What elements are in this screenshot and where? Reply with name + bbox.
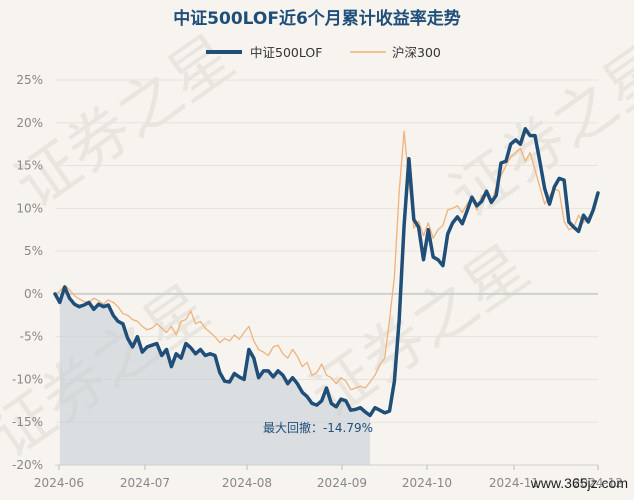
y-tick-label: 20% bbox=[16, 116, 43, 130]
x-tick-label: 2024-11 bbox=[489, 476, 539, 490]
y-tick-label: 0% bbox=[24, 287, 43, 301]
y-tick-label: -10% bbox=[12, 372, 43, 386]
legend-label-series-1: 中证500LOF bbox=[250, 45, 322, 60]
y-tick-label: -20% bbox=[12, 458, 43, 472]
legend-label-series-2: 沪深300 bbox=[392, 45, 441, 60]
drawdown-fill bbox=[59, 287, 371, 465]
x-tick-label: 2024-09 bbox=[317, 476, 367, 490]
x-tick-label: 2024-10 bbox=[402, 476, 452, 490]
watermark-text-3: 证券之星 bbox=[297, 230, 542, 432]
site-watermark: www.365jz.com bbox=[530, 475, 628, 491]
chart-title: 中证500LOF近6个月累计收益率走势 bbox=[173, 8, 461, 29]
legend: 中证500LOF 沪深300 bbox=[206, 45, 441, 60]
drawdown-area bbox=[59, 287, 371, 465]
x-tick-label: 2024-07 bbox=[120, 476, 170, 490]
watermark-text-4: 证券之星 bbox=[437, 30, 634, 232]
x-tick-label: 2024-06 bbox=[34, 476, 84, 490]
y-tick-label: 25% bbox=[16, 73, 43, 87]
y-tick-label: 15% bbox=[16, 159, 43, 173]
y-tick-label: -15% bbox=[12, 415, 43, 429]
series-lines bbox=[53, 127, 600, 418]
x-tick-label: 2024-12 bbox=[573, 476, 623, 490]
drawdown-label: 最大回撤：-14.79% bbox=[263, 420, 373, 435]
y-tick-label: -5% bbox=[20, 330, 43, 344]
series-line-benchmark bbox=[54, 130, 594, 391]
y-axis-ticks: 25% 20% 15% 10% 5% 0% -5% -10% -15% -20% bbox=[12, 73, 43, 472]
y-tick-label: 10% bbox=[16, 201, 43, 215]
y-tick-label: 5% bbox=[24, 244, 43, 258]
series-line-fund bbox=[53, 127, 600, 418]
x-tick-label: 2024-08 bbox=[222, 476, 272, 490]
